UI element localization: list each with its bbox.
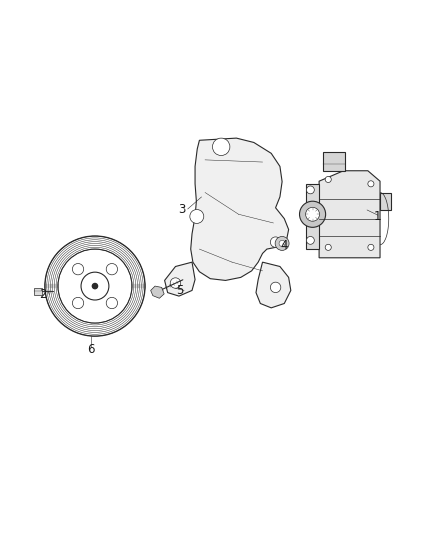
Polygon shape: [256, 262, 291, 308]
Polygon shape: [380, 192, 391, 210]
Circle shape: [92, 284, 98, 289]
Text: 3: 3: [178, 204, 186, 216]
Circle shape: [325, 244, 331, 251]
Circle shape: [368, 244, 374, 251]
Circle shape: [212, 138, 230, 156]
Circle shape: [270, 282, 281, 293]
Polygon shape: [191, 138, 289, 280]
Text: 4: 4: [280, 239, 288, 252]
Circle shape: [300, 201, 325, 228]
Polygon shape: [165, 262, 195, 296]
Polygon shape: [323, 152, 345, 171]
Circle shape: [368, 181, 374, 187]
Circle shape: [72, 297, 84, 309]
Circle shape: [106, 297, 117, 309]
Circle shape: [270, 237, 281, 247]
Circle shape: [106, 263, 117, 275]
Circle shape: [307, 237, 314, 244]
Circle shape: [170, 278, 181, 288]
Circle shape: [325, 176, 331, 182]
Circle shape: [307, 186, 314, 194]
Polygon shape: [306, 184, 319, 249]
Polygon shape: [151, 286, 164, 298]
Circle shape: [279, 240, 285, 246]
Text: 5: 5: [176, 284, 184, 297]
Polygon shape: [35, 288, 42, 295]
Circle shape: [275, 237, 289, 251]
Circle shape: [306, 207, 320, 221]
Text: 6: 6: [87, 343, 94, 356]
Circle shape: [190, 209, 204, 223]
Text: 1: 1: [374, 210, 381, 223]
Circle shape: [72, 263, 84, 275]
Circle shape: [45, 236, 145, 336]
Text: 2: 2: [39, 288, 46, 301]
Polygon shape: [319, 171, 380, 258]
